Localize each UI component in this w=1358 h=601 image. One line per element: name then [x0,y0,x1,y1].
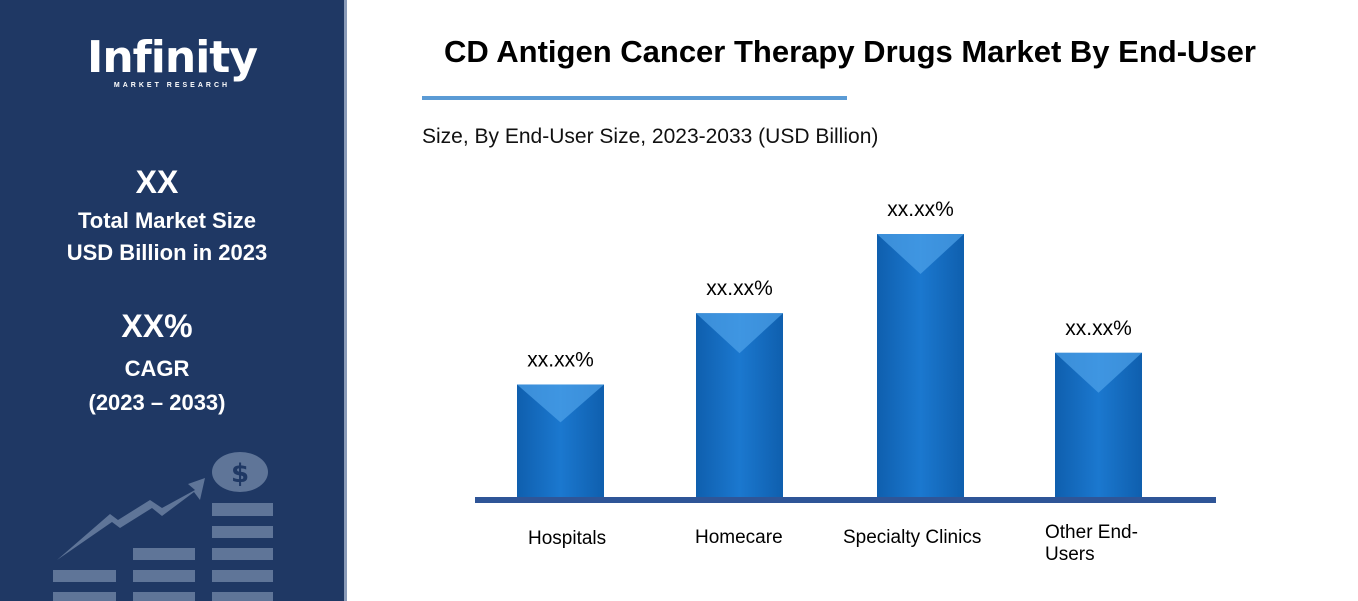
bar-highlight [877,234,964,274]
bar-highlight [696,313,783,354]
data-label: xx.xx% [1065,317,1132,340]
cagr-value: XX% [121,308,193,344]
data-label: xx.xx% [887,198,954,221]
category-label: Other End-Users [1045,522,1138,565]
title-underline [422,96,847,100]
category-label: Homecare [695,527,783,548]
bar-1: xx.xx% [696,277,783,498]
data-label: xx.xx% [527,348,594,371]
bar-3: xx.xx% [1055,317,1142,498]
cagr-label: CAGR [124,356,190,381]
sidebar-panel: Infinity MARKET RESEARCH XX Total Market… [0,0,344,601]
cagr-period: (2023 – 2033) [88,390,226,415]
sidebar-divider [344,0,347,601]
category-label: Hospitals [528,528,607,549]
bar [877,234,964,498]
data-label: xx.xx% [706,277,773,300]
logo-subtext: MARKET RESEARCH [113,82,231,89]
market-size-value: XX [135,164,179,200]
logo: Infinity [86,32,258,83]
bar-0: xx.xx% [517,348,604,498]
svg-text:$: $ [231,459,249,489]
x-axis-line [475,497,1216,503]
bar-2: xx.xx% [877,198,964,498]
bar-highlight [1055,352,1142,393]
growth-chart-dollar-icon: $ [53,452,273,601]
chart-title: CD Antigen Cancer Therapy Drugs Market B… [444,34,1256,69]
chart-subtitle: Size, By End-User Size, 2023-2033 (USD B… [422,125,879,148]
market-size-label: Total Market Size [77,208,257,233]
bar-highlight [517,384,604,423]
market-size-unit: USD Billion in 2023 [66,240,268,265]
category-label: Specialty Clinics [843,527,982,548]
